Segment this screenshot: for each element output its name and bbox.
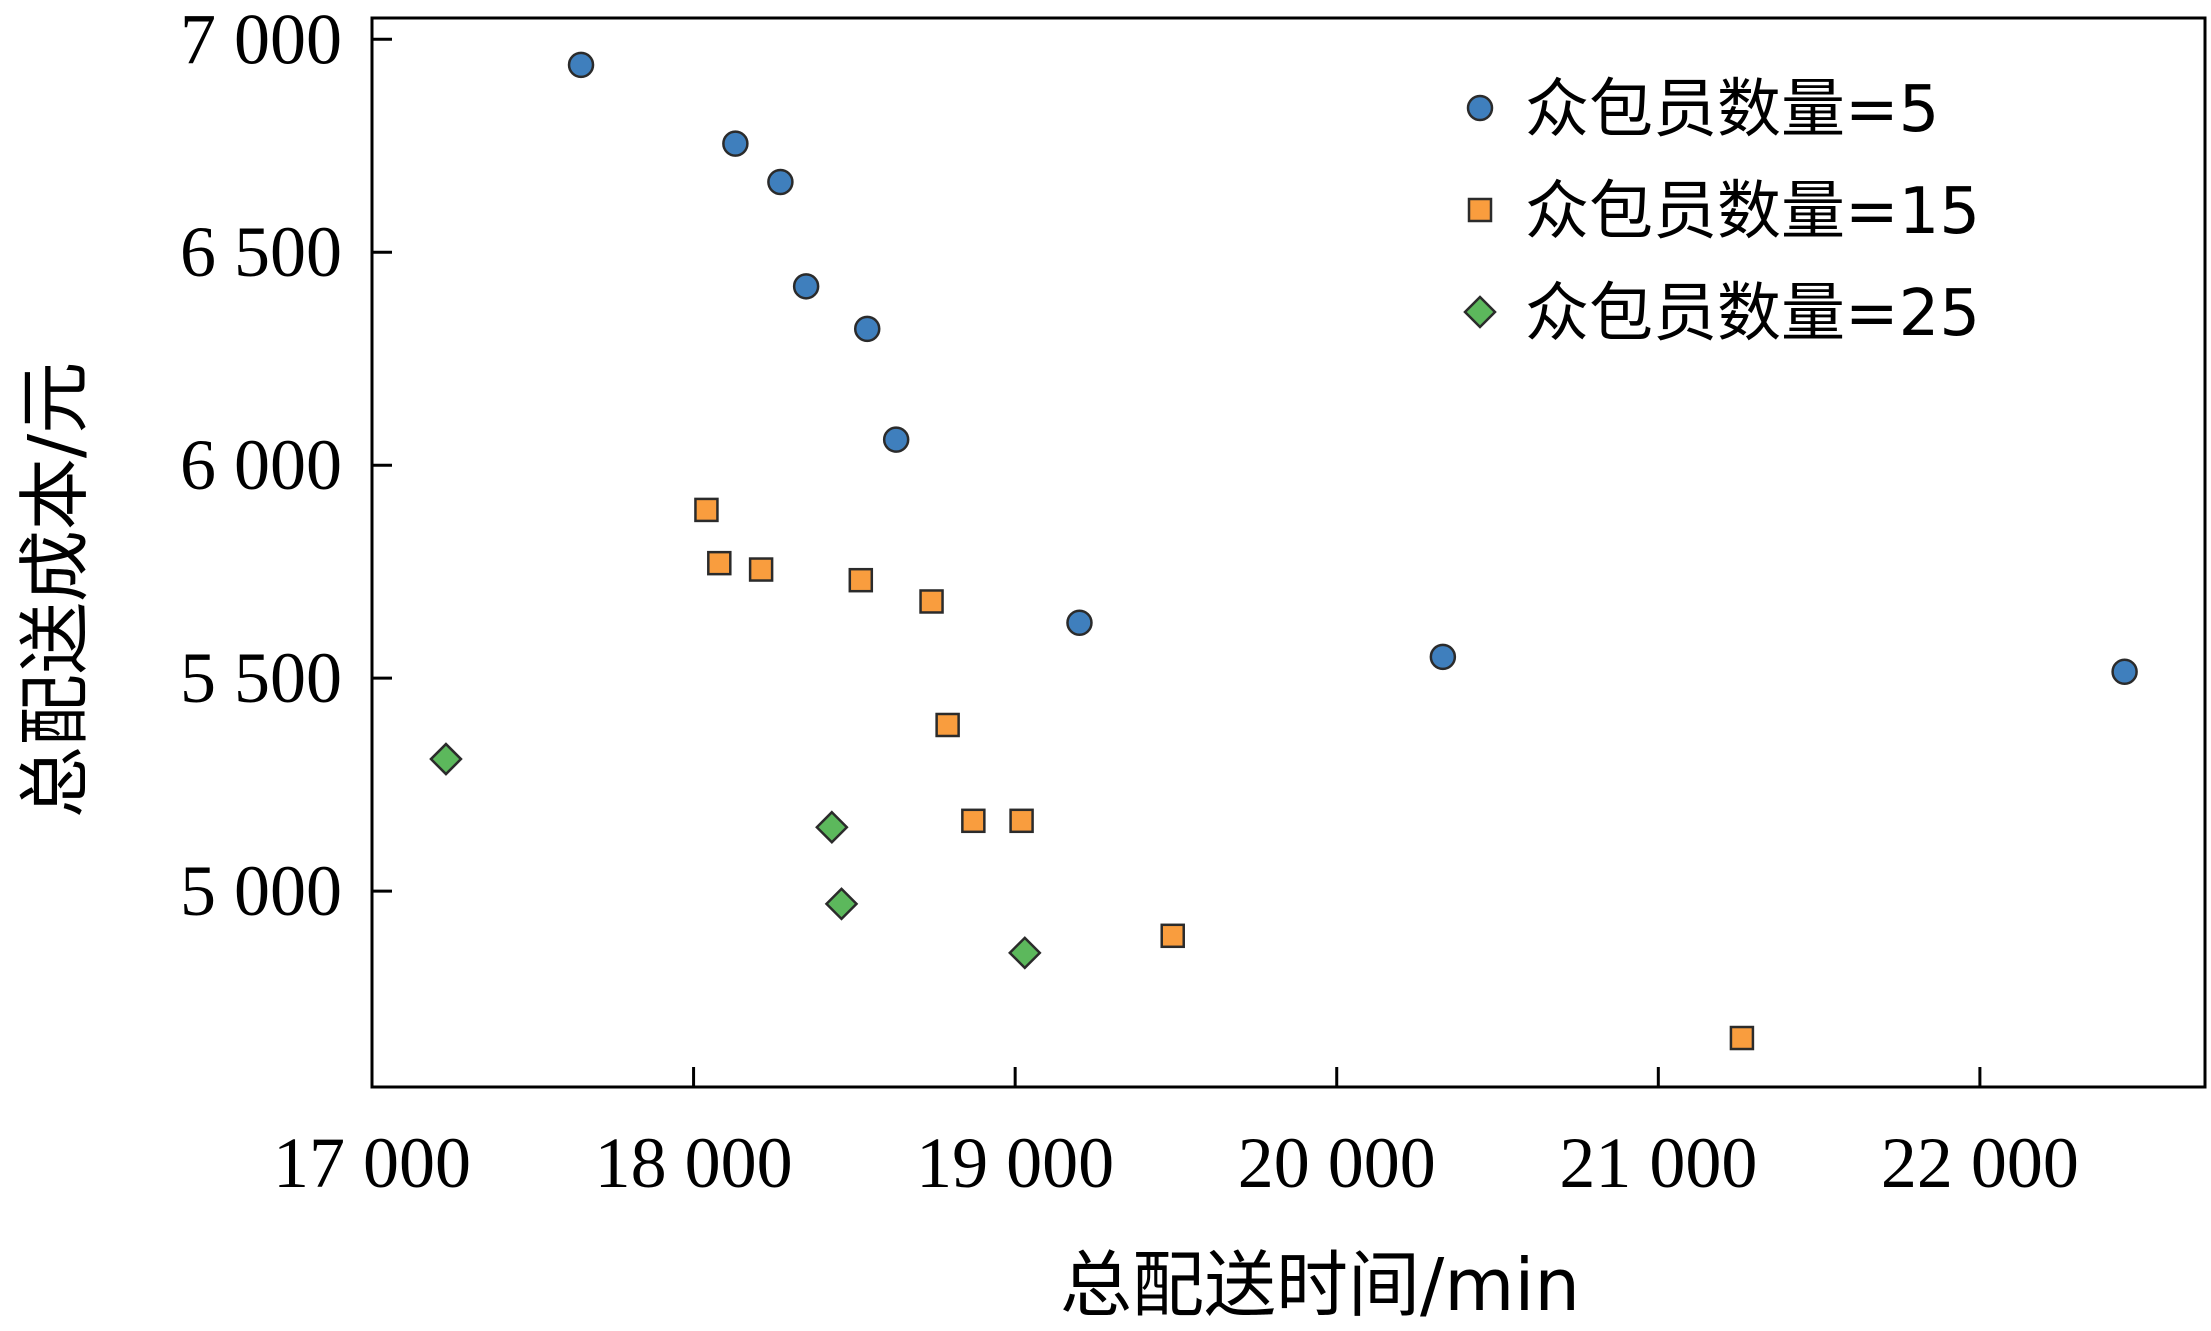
data-point-series-2-3 — [748, 557, 774, 582]
y-axis-title: 总配送成本/元 — [13, 362, 97, 818]
x-tick-label-17000: 17 000 — [273, 1123, 471, 1203]
legend-label-3: 众包员数量=25 — [1525, 277, 1980, 351]
data-point-series-1-5 — [853, 315, 881, 343]
data-point-series-2-9 — [1160, 923, 1185, 949]
legend-marker-1 — [1466, 94, 1494, 122]
legend-marker-3 — [1463, 295, 1497, 329]
series-2 — [694, 497, 1755, 1051]
data-point-series-3-2 — [815, 810, 849, 844]
data-point-series-1-6 — [882, 426, 910, 453]
data-point-series-2-10 — [1729, 1025, 1755, 1051]
y-tick-label-5500: 5 500 — [180, 638, 342, 718]
data-point-series-1-9 — [2111, 658, 2138, 686]
y-tick-label-6000: 6 000 — [180, 425, 342, 505]
data-point-series-1-4 — [792, 273, 820, 300]
data-point-series-2-8 — [1009, 808, 1034, 834]
data-point-series-1-2 — [722, 130, 749, 157]
x-tick-label-22000: 22 000 — [1881, 1123, 2079, 1203]
series-3 — [429, 742, 1042, 970]
data-point-series-2-5 — [919, 589, 944, 614]
data-point-series-2-4 — [848, 567, 874, 593]
legend-label-1: 众包员数量=5 — [1525, 73, 1939, 147]
x-tick-label-21000: 21 000 — [1559, 1123, 1757, 1203]
data-point-series-2-7 — [961, 808, 986, 834]
plot-area-frame — [370, 16, 2207, 1089]
data-point-series-1-7 — [1066, 609, 1093, 637]
data-point-series-1-1 — [567, 51, 595, 79]
data-point-series-3-3 — [824, 887, 859, 921]
y-tick-label-7000: 7 000 — [180, 0, 342, 79]
data-point-series-1-8 — [1429, 643, 1457, 671]
x-axis-title: 总配送时间/min — [1060, 1243, 1580, 1327]
data-point-series-2-2 — [707, 550, 732, 576]
data-point-series-3-4 — [1008, 936, 1042, 970]
y-tick-label-5000: 5 000 — [180, 851, 342, 931]
x-tick-label-20000: 20 000 — [1238, 1123, 1436, 1203]
x-tick-label-18000: 18 000 — [595, 1123, 793, 1203]
y-tick-label-6500: 6 500 — [180, 212, 342, 292]
legend-marker-2 — [1467, 197, 1493, 223]
legend-label-2: 众包员数量=15 — [1525, 175, 1980, 249]
data-point-series-1-3 — [767, 168, 794, 196]
x-tick-label-19000: 19 000 — [916, 1123, 1114, 1203]
data-point-series-3-1 — [429, 742, 463, 776]
data-point-series-2-6 — [935, 712, 960, 738]
data-point-series-2-1 — [694, 497, 719, 523]
series-1 — [567, 51, 2138, 686]
